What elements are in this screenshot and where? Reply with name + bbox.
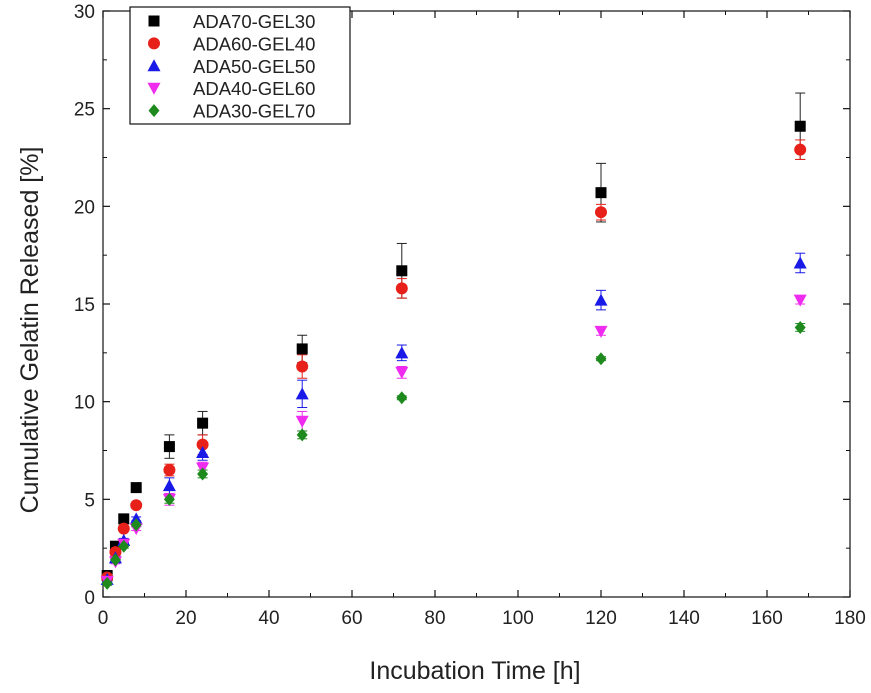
y-tick-label: 5: [84, 490, 95, 511]
data-point: [118, 513, 130, 525]
data-points: [100, 120, 807, 590]
data-point: [595, 187, 607, 199]
data-point: [793, 294, 807, 307]
data-point: [396, 265, 408, 277]
series-ada60-gel40: [101, 143, 807, 584]
x-tick-label: 100: [502, 608, 534, 629]
data-point: [395, 282, 408, 295]
data-point: [296, 360, 309, 373]
legend-label: ADA30-GEL70: [193, 101, 315, 122]
legend-marker: [148, 15, 160, 27]
data-point: [163, 492, 175, 506]
axes: 0 20 40 60 80 100 120 140 160 180 0 5 10 15 20 25 30: [74, 2, 866, 629]
error-bars: [102, 92, 806, 586]
legend-marker: [147, 82, 161, 95]
data-point: [130, 499, 143, 512]
x-tick-label: 180: [834, 608, 866, 629]
y-tick-label: 10: [74, 393, 95, 414]
legend-marker: [148, 104, 160, 118]
x-tick-label: 80: [424, 608, 445, 629]
legend-marker: [147, 59, 161, 72]
legend: ADA70-GEL30ADA60-GEL40ADA50-GEL50ADA40-G…: [129, 6, 351, 125]
y-tick-label: 0: [84, 588, 95, 609]
data-point: [163, 441, 175, 453]
data-point: [162, 479, 176, 492]
x-tick-label: 160: [751, 608, 783, 629]
x-tick-label: 140: [668, 608, 700, 629]
y-tick-label: 20: [74, 197, 95, 218]
x-tick-label: 120: [585, 608, 617, 629]
data-point: [595, 206, 607, 219]
legend-marker: [148, 37, 160, 50]
data-point: [395, 346, 409, 359]
data-point: [118, 539, 130, 553]
data-point: [163, 464, 176, 477]
data-point: [296, 428, 308, 442]
data-point: [296, 343, 308, 355]
data-point: [109, 553, 121, 567]
data-point: [197, 417, 209, 429]
y-tick-label: 30: [74, 2, 95, 23]
x-tick-label: 40: [258, 608, 279, 629]
legend-label: ADA70-GEL30: [193, 11, 315, 32]
data-point: [130, 518, 142, 532]
data-point: [395, 366, 409, 379]
data-point: [130, 482, 142, 494]
y-axis-title: Cumulative Gelatin Released [%]: [16, 147, 44, 514]
data-point: [594, 325, 608, 338]
data-point: [197, 467, 209, 481]
data-point: [793, 256, 807, 269]
y-tick-label: 25: [74, 100, 95, 121]
legend-label: ADA60-GEL40: [193, 33, 315, 54]
data-point: [101, 576, 113, 590]
data-point: [794, 120, 806, 132]
data-point: [295, 387, 309, 400]
data-point: [595, 352, 607, 366]
data-point: [196, 438, 209, 451]
x-tick-label: 0: [98, 608, 109, 629]
data-point: [594, 293, 608, 306]
y-tick-label: 15: [74, 295, 95, 316]
data-point: [396, 391, 408, 405]
x-tick-label: 20: [175, 608, 196, 629]
data-point: [196, 445, 210, 458]
legend-box: [129, 6, 351, 125]
data-point: [295, 415, 309, 428]
legend-label: ADA40-GEL60: [193, 78, 315, 99]
series-ada70-gel30: [101, 120, 806, 582]
data-point: [117, 522, 130, 535]
x-axis-title: Incubation Time [h]: [369, 657, 580, 685]
data-point: [794, 143, 807, 156]
legend-label: ADA50-GEL50: [193, 56, 315, 77]
data-point: [794, 320, 806, 334]
x-tick-label: 60: [341, 608, 362, 629]
series-ada30-gel70: [101, 320, 806, 590]
